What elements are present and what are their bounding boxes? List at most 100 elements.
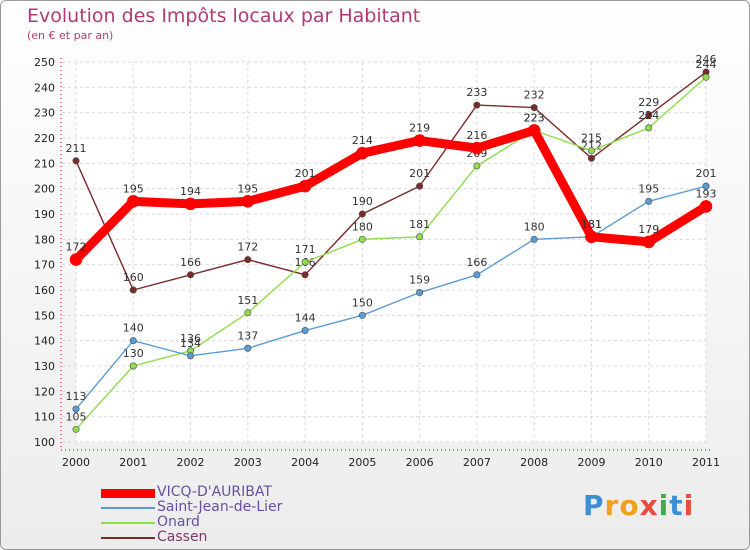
data-label: 166 xyxy=(466,256,487,269)
data-label: 134 xyxy=(180,337,201,350)
y-tick-label: 160 xyxy=(34,284,55,297)
data-label: 214 xyxy=(352,134,373,147)
data-label: 194 xyxy=(180,185,201,198)
data-point xyxy=(126,195,140,208)
data-point xyxy=(527,124,541,137)
data-point xyxy=(72,405,80,413)
data-label: 223 xyxy=(524,111,545,124)
y-tick-label: 220 xyxy=(34,132,55,145)
data-point xyxy=(129,286,137,294)
data-label: 172 xyxy=(66,241,87,254)
data-label: 180 xyxy=(352,220,373,233)
x-tick-label: 2002 xyxy=(177,456,205,469)
data-point xyxy=(301,258,309,266)
data-label: 195 xyxy=(237,182,258,195)
data-point xyxy=(72,157,80,165)
x-tick-label: 2004 xyxy=(291,456,319,469)
brand-letter: P xyxy=(583,489,605,522)
legend-label: VICQ-D'AURIBAT xyxy=(157,484,272,500)
y-tick-label: 150 xyxy=(34,309,55,322)
y-tick-label: 230 xyxy=(34,107,55,120)
data-point xyxy=(416,289,424,297)
y-tick-label: 210 xyxy=(34,157,55,170)
y-tick-label: 140 xyxy=(34,335,55,348)
chart-subtitle: (en € et par an) xyxy=(27,29,114,42)
legend-swatch xyxy=(101,507,155,509)
data-label: 193 xyxy=(696,187,717,200)
y-tick-label: 170 xyxy=(34,259,55,272)
data-label: 195 xyxy=(123,182,144,195)
y-tick-label: 200 xyxy=(34,183,55,196)
data-point xyxy=(187,352,195,360)
data-label: 137 xyxy=(237,329,258,342)
data-label: 246 xyxy=(696,53,717,66)
data-label: 160 xyxy=(123,271,144,284)
data-point xyxy=(473,271,481,279)
series-line-VICQ-D'AURIBAT xyxy=(71,125,711,265)
data-label: 171 xyxy=(295,243,316,256)
data-point xyxy=(301,327,309,335)
data-point xyxy=(129,337,137,345)
data-label: 224 xyxy=(638,109,659,122)
data-label: 211 xyxy=(66,142,87,155)
data-point xyxy=(72,425,80,433)
data-point xyxy=(416,233,424,241)
data-label: 201 xyxy=(409,167,430,180)
data-label: 201 xyxy=(295,167,316,180)
data-label: 215 xyxy=(581,132,602,145)
data-point xyxy=(413,134,426,147)
x-tick-label: 2006 xyxy=(406,456,434,469)
legend-label: Cassen xyxy=(157,529,208,545)
data-point xyxy=(187,271,195,279)
data-point xyxy=(358,210,366,218)
data-point xyxy=(301,271,309,279)
data-point xyxy=(530,235,538,243)
data-label: 113 xyxy=(66,390,87,403)
data-point xyxy=(358,311,366,319)
data-label: 223 xyxy=(524,111,545,124)
data-label: 180 xyxy=(524,220,545,233)
data-point xyxy=(642,235,656,249)
legend-label: Onard xyxy=(157,514,200,530)
x-tick-label: 2009 xyxy=(577,456,605,469)
legend-swatch xyxy=(101,537,155,539)
data-label: 233 xyxy=(466,86,487,99)
data-point xyxy=(244,309,252,317)
series-line-Cassen xyxy=(75,71,707,291)
brand-letter: x xyxy=(639,489,659,522)
data-label: 216 xyxy=(466,129,487,142)
data-label: 219 xyxy=(409,122,430,135)
legend-swatch xyxy=(101,522,155,524)
legend-label: Saint-Jean-de-Lier xyxy=(157,499,283,515)
data-label: 195 xyxy=(638,182,659,195)
brand-letter: t xyxy=(669,489,684,522)
data-label: 159 xyxy=(409,274,430,287)
data-point xyxy=(645,197,653,205)
data-point xyxy=(587,154,595,162)
data-point xyxy=(530,104,538,112)
data-label: 105 xyxy=(66,410,87,423)
y-tick-label: 100 xyxy=(34,436,55,449)
data-label: 140 xyxy=(123,322,144,335)
x-tick-label: 2010 xyxy=(635,456,663,469)
data-label: 229 xyxy=(638,96,659,109)
brand-letter: r xyxy=(604,489,620,522)
data-label: 166 xyxy=(180,256,201,269)
data-point xyxy=(470,141,484,155)
data-point xyxy=(244,256,252,264)
data-point xyxy=(416,182,424,190)
x-tick-label: 2003 xyxy=(234,456,262,469)
data-label: 150 xyxy=(352,296,373,309)
data-point xyxy=(699,200,713,213)
brand-letter: o xyxy=(619,489,640,522)
data-point xyxy=(645,111,653,119)
y-tick-label: 190 xyxy=(34,208,55,221)
x-tick-label: 2005 xyxy=(348,456,376,469)
data-point xyxy=(473,162,481,170)
x-tick-label: 2008 xyxy=(520,456,548,469)
chart-title: Evolution des Impôts locaux par Habitant xyxy=(27,5,421,27)
data-point xyxy=(298,179,312,193)
series-line-Saint-Jean-de-Lier xyxy=(75,185,707,410)
